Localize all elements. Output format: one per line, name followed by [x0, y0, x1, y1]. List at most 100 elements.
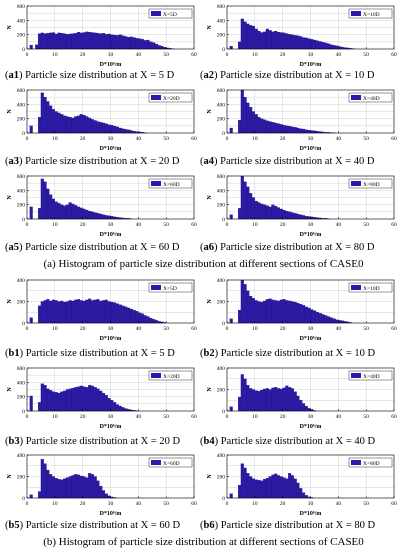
- histogram-bar: [254, 390, 258, 412]
- legend-box: [348, 457, 393, 468]
- histogram-bar: [302, 128, 306, 134]
- histogram-bar: [299, 400, 303, 412]
- histogram-bar: [63, 33, 67, 50]
- histogram-bar: [324, 315, 328, 324]
- x-tick-label: 40: [336, 414, 342, 420]
- x-tick-label: 50: [363, 222, 369, 228]
- histogram-bar: [288, 387, 292, 412]
- y-axis-label: N: [7, 109, 13, 114]
- histogram-bar: [104, 493, 108, 499]
- histogram-bar: [90, 300, 94, 324]
- x-axis-label: D*10⁶/m: [300, 232, 322, 238]
- histogram-bar: [51, 476, 55, 499]
- histogram-bar: [96, 480, 100, 499]
- histogram-bar: [49, 390, 53, 412]
- histogram-bar: [152, 319, 156, 324]
- x-tick-label: 40: [136, 326, 142, 332]
- histogram-bar: [299, 488, 303, 499]
- y-tick-label: 200: [17, 395, 26, 401]
- histogram-bar: [51, 391, 55, 412]
- legend-label: X=40D: [363, 374, 380, 380]
- histogram-bar: [85, 477, 89, 499]
- section-b-caption: (b) Histogram of particle size distribut…: [43, 536, 364, 548]
- histogram-bar: [257, 30, 261, 50]
- x-tick-label: 50: [363, 52, 369, 58]
- histogram-bar: [240, 279, 244, 324]
- y-tick-label: 600: [17, 174, 26, 180]
- histogram-bar: [271, 122, 275, 134]
- histogram-bar: [246, 473, 250, 499]
- histogram-bar: [54, 300, 58, 324]
- legend-label: X=80D: [363, 182, 380, 188]
- histogram-bar: [63, 115, 67, 134]
- legend-label: X=10D: [363, 286, 380, 292]
- x-axis-label: D*10⁶/m: [100, 424, 122, 430]
- histogram-bar: [249, 476, 253, 499]
- legend-label: X=5D: [163, 12, 177, 18]
- histogram-bar: [243, 97, 247, 134]
- legend-box: [148, 92, 193, 103]
- legend-swatch: [151, 181, 161, 186]
- y-tick-label: 200: [17, 300, 26, 306]
- histogram-bar: [99, 300, 103, 324]
- caption-b4-text: Particle size distribution at X = 40 D: [220, 436, 376, 447]
- histogram-bar: [265, 388, 269, 412]
- histogram-bar: [249, 193, 253, 220]
- caption-b5-text: Particle size distribution at X = 60 D: [25, 520, 181, 531]
- histogram-bar: [110, 34, 114, 50]
- histogram-bar: [296, 213, 300, 220]
- x-tick-label: 20: [280, 414, 286, 420]
- histogram-bar: [38, 33, 42, 50]
- histogram-bar: [254, 114, 258, 134]
- histogram-bar: [296, 127, 300, 134]
- y-tick-label: 600: [17, 4, 26, 10]
- histogram-bar: [60, 33, 64, 50]
- histogram-bar: [82, 476, 86, 499]
- histogram-bar: [93, 32, 97, 50]
- histogram-bar: [302, 215, 306, 220]
- legend-box: [348, 370, 393, 381]
- x-tick-label: 30: [308, 136, 314, 142]
- histogram-bar: [243, 21, 247, 50]
- histogram-bar: [285, 33, 289, 50]
- histogram-bar: [276, 300, 281, 324]
- histogram-bar: [85, 209, 89, 220]
- histogram-bar: [46, 299, 50, 324]
- histogram-bar: [296, 302, 300, 324]
- x-tick-label: 0: [26, 501, 29, 507]
- histogram-bar: [113, 34, 117, 50]
- histogram-bar: [68, 33, 72, 50]
- histogram-bar: [149, 41, 153, 50]
- histogram-bar: [263, 204, 267, 220]
- histogram-bar: [138, 312, 142, 324]
- histogram-bar: [107, 495, 111, 499]
- caption-a3: (a3) Particle size distribution at X = 2…: [5, 156, 180, 167]
- histogram-bar: [229, 493, 233, 499]
- histogram-bar: [285, 385, 289, 412]
- histogram-bar: [63, 205, 67, 220]
- caption-a6: (a6) Particle size distribution at X = 8…: [200, 242, 375, 253]
- x-axis-label: D*10⁶/m: [300, 336, 322, 342]
- histogram-bar: [46, 188, 50, 220]
- histogram-bar: [68, 388, 72, 412]
- histogram-bar: [43, 181, 47, 220]
- y-tick-label: 400: [217, 366, 226, 372]
- x-axis-label: D*10⁶/m: [300, 146, 322, 152]
- histogram-bar: [40, 178, 44, 220]
- x-tick-label: 30: [108, 326, 114, 332]
- legend-box: [148, 178, 193, 189]
- histogram-bar: [304, 406, 308, 412]
- y-tick-label: 0: [222, 496, 225, 502]
- histogram-bar: [85, 387, 89, 412]
- histogram-bar: [71, 300, 75, 324]
- x-tick-label: 0: [226, 136, 229, 142]
- histogram-bar: [102, 122, 106, 134]
- histogram-bar: [113, 216, 117, 220]
- histogram-bar: [63, 478, 67, 499]
- histogram-bar: [238, 396, 242, 412]
- histogram-bar: [63, 390, 67, 412]
- x-tick-label: 20: [80, 414, 86, 420]
- caption-b5: (b5) Particle size distribution at X = 6…: [5, 520, 181, 531]
- x-tick-label: 10: [252, 52, 258, 58]
